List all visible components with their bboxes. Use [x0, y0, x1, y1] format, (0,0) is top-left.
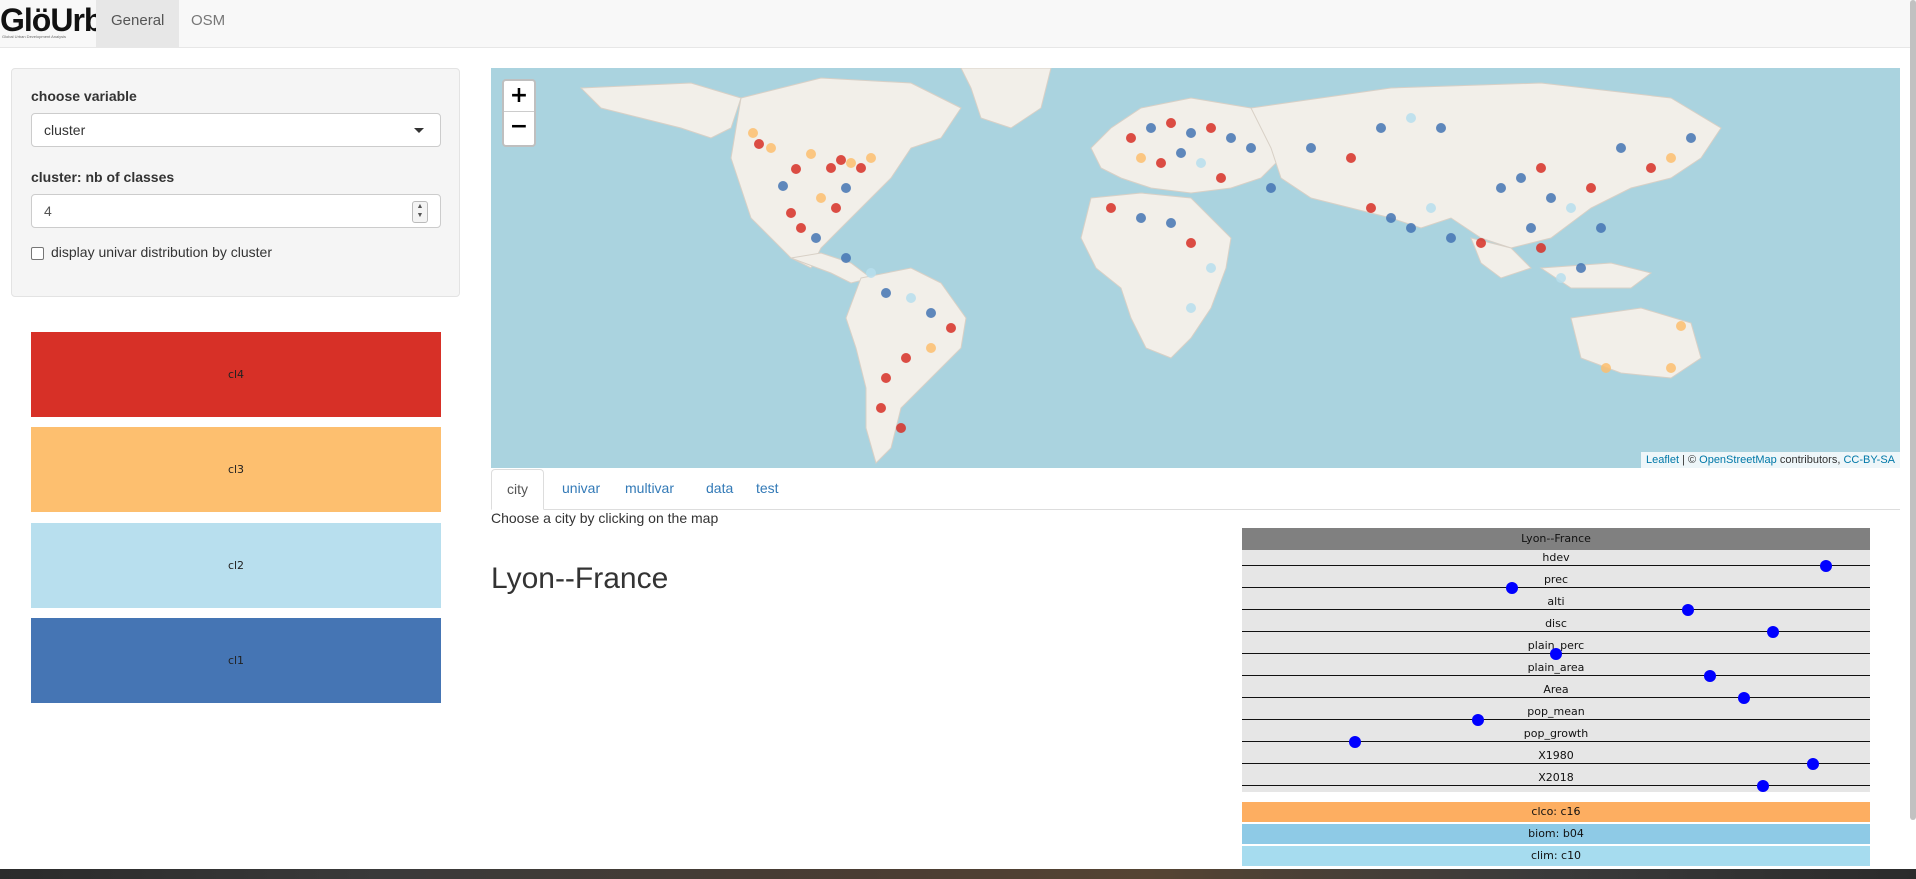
leaflet-link[interactable]: Leaflet [1645, 454, 1679, 466]
number-spinner[interactable]: ▲ ▼ [412, 201, 428, 223]
profile-value-dot [1349, 736, 1362, 748]
tab-test[interactable]: test [756, 480, 779, 496]
profile-value-dot [1807, 758, 1820, 770]
profile-row-label: hdev [1542, 551, 1570, 564]
attribution-contributors: contributors, [1776, 454, 1844, 466]
app-logo[interactable]: GlöUrb Global Urban Development Analysis [0, 0, 103, 44]
profile-value-dot [1506, 582, 1519, 594]
cluster-label: cl2 [227, 559, 245, 572]
profile-row-plain_area: plain_area [1242, 660, 1870, 682]
osm-link[interactable]: OpenStreetMap [1699, 454, 1777, 466]
profile-row-Area: Area [1242, 682, 1870, 704]
profile-row-axis [1242, 675, 1870, 676]
profile-row-alti: alti [1242, 594, 1870, 616]
cluster-box-cl4: cl4 [31, 332, 441, 417]
profile-row-axis [1242, 631, 1870, 632]
cluster-label: cl4 [227, 368, 245, 381]
nav-tab-general[interactable]: General [96, 0, 180, 47]
profile-value-dot [1766, 626, 1779, 638]
profile-row-pop_growth: pop_growth [1242, 726, 1870, 748]
taskbar [0, 869, 1916, 879]
profile-row-label: X1980 [1538, 749, 1574, 762]
nav-tab-osm[interactable]: OSM [191, 12, 226, 29]
city-title: Lyon--France [491, 562, 669, 596]
profile-row-hdev: hdev [1242, 550, 1870, 572]
classes-input[interactable]: 4 ▲ ▼ [31, 194, 441, 228]
cluster-box-cl3: cl3 [31, 427, 441, 512]
profile-row-X1980: X1980 [1242, 748, 1870, 770]
profile-value-dot [1471, 714, 1484, 726]
cluster-box-cl2: cl2 [31, 523, 441, 608]
navbar: GlöUrb Global Urban Development Analysis… [0, 0, 1916, 48]
world-map[interactable]: + − Leaflet | © OpenStreetMap contributo… [491, 68, 1900, 468]
attribution-separator: | © [1679, 454, 1700, 466]
profile-value-dot [1681, 604, 1694, 616]
tab-multivar[interactable]: multivar [625, 480, 675, 496]
classes-label: cluster: nb of classes [31, 169, 175, 185]
variable-label: choose variable [31, 88, 137, 104]
tab-univar[interactable]: univar [562, 480, 601, 496]
tab-city[interactable]: city [491, 469, 544, 510]
profile-value-dot [1757, 780, 1770, 792]
cluster-label: cl1 [227, 654, 245, 667]
profile-category-bar: clim: c10 [1242, 846, 1870, 866]
profile-title: Lyon--France [1242, 528, 1870, 550]
profile-row-label: alti [1547, 595, 1565, 608]
profile-value-dot [1820, 560, 1833, 572]
tab-data[interactable]: data [706, 480, 734, 496]
profile-category-bar: clco: c16 [1242, 802, 1870, 822]
profile-row-axis [1242, 565, 1870, 566]
map-tiles [579, 68, 1722, 464]
profile-row-label: plain_area [1527, 661, 1585, 674]
variable-select[interactable]: cluster [31, 113, 441, 147]
profile-category-bar: biom: b04 [1242, 824, 1870, 844]
profile-row-pop_mean: pop_mean [1242, 704, 1870, 726]
profile-row-label: X2018 [1538, 771, 1574, 784]
logo-text: GlöUrb [0, 2, 103, 38]
license-link[interactable]: CC-BY-SA [1843, 454, 1895, 466]
logo-subtitle: Global Urban Development Analysis [2, 34, 67, 39]
profile-value-dot [1703, 670, 1716, 682]
profile-row-plain_perc: plain_perc [1242, 638, 1870, 660]
profile-row-axis [1242, 719, 1870, 720]
zoom-in-button[interactable]: + [504, 81, 534, 112]
profile-row-disc: disc [1242, 616, 1870, 638]
zoom-control: + − [502, 79, 536, 147]
profile-row-axis [1242, 741, 1870, 742]
profile-row-axis [1242, 763, 1870, 764]
classes-input-value: 4 [44, 203, 52, 219]
map-attribution: Leaflet | © OpenStreetMap contributors, … [1640, 452, 1900, 468]
profile-row-label: disc [1545, 617, 1567, 630]
profile-row-axis [1242, 785, 1870, 786]
sidebar-panel: choose variable cluster cluster: nb of c… [11, 68, 460, 297]
profile-row-X2018: X2018 [1242, 770, 1870, 792]
city-hint: Choose a city by clicking on the map [491, 510, 719, 526]
univar-distribution-checkbox[interactable] [31, 247, 44, 260]
page-scrollbar[interactable] [1910, 0, 1916, 820]
profile-row-label: plain_perc [1527, 639, 1585, 652]
chevron-down-icon [414, 128, 424, 133]
profile-row-label: pop_mean [1527, 705, 1585, 718]
cluster-label: cl3 [227, 463, 245, 476]
variable-select-value: cluster [44, 122, 86, 138]
univar-distribution-label: display univar distribution by cluster [51, 244, 272, 260]
zoom-out-button[interactable]: − [509, 114, 529, 139]
profile-row-label: prec [1543, 573, 1569, 586]
cluster-box-cl1: cl1 [31, 618, 441, 703]
profile-row-label: Area [1543, 683, 1569, 696]
profile-value-dot [1738, 692, 1751, 704]
profile-row-axis [1242, 697, 1870, 698]
profile-row-prec: prec [1242, 572, 1870, 594]
main-tabs: city univar multivar data test [491, 469, 1900, 510]
profile-value-dot [1550, 648, 1562, 660]
profile-row-axis [1242, 609, 1870, 610]
profile-row-label: pop_growth [1523, 727, 1589, 740]
profile-row-axis [1242, 587, 1870, 588]
